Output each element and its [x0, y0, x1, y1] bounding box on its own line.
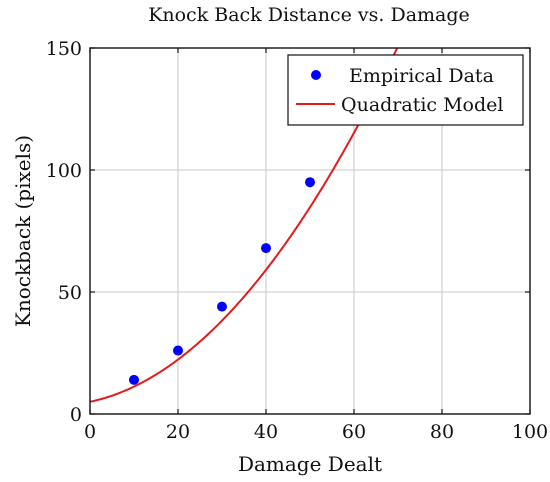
x-tick-label: 100 [512, 421, 548, 443]
axes-ticks: 0 20 40 60 80 100 0 50 100 150 [46, 38, 548, 443]
data-point-empirical [173, 345, 183, 356]
data-point-empirical [217, 301, 227, 312]
x-tick-label: 60 [342, 421, 366, 443]
legend-marker-empirical-data [311, 70, 321, 80]
legend-label-quadratic-model: Quadratic Model [341, 94, 503, 116]
data-point-empirical [305, 177, 315, 188]
x-axis-label: Damage Dealt [238, 452, 382, 476]
y-tick-label: 50 [58, 282, 82, 304]
legend: Empirical Data Quadratic Model [287, 54, 524, 126]
y-axis-label: Knockback (pixels) [11, 135, 35, 327]
data-point-empirical [129, 374, 139, 385]
plot-area [90, 48, 399, 403]
model-curve-quadratic-model [90, 48, 399, 403]
data-point-empirical [261, 243, 271, 254]
x-tick-label: 0 [84, 421, 96, 443]
x-tick-label: 20 [166, 421, 190, 443]
x-tick-label: 80 [430, 421, 454, 443]
chart-title: Knock Back Distance vs. Damage [148, 4, 470, 26]
x-tick-label: 40 [254, 421, 278, 443]
y-tick-label: 0 [70, 404, 82, 426]
y-tick-label: 100 [46, 160, 82, 182]
legend-box [287, 54, 524, 126]
plot-frame [89, 47, 531, 415]
y-tick-label: 150 [46, 38, 82, 60]
legend-label-empirical-data: Empirical Data [349, 65, 494, 87]
